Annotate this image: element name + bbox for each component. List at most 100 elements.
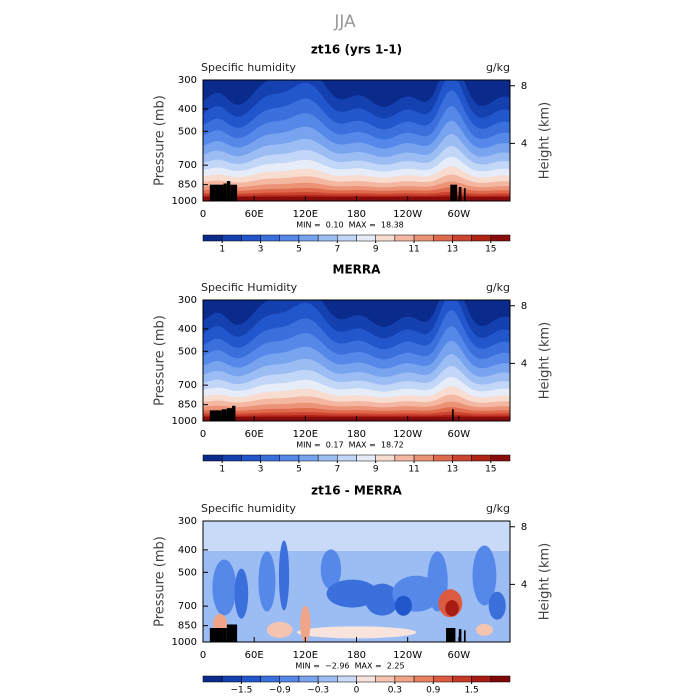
colorbar-box <box>298 675 319 683</box>
colorbar-box <box>471 234 492 242</box>
y-tick-label: 300 <box>178 295 197 306</box>
x-tick-label: 0 <box>200 429 206 440</box>
colorbar-label: −1.5 <box>230 686 252 696</box>
y2-tick-label: 4 <box>521 358 527 369</box>
x-tick-label: 0 <box>200 650 206 661</box>
field-blob <box>326 579 378 608</box>
colorbar-box <box>375 675 396 683</box>
colorbar-label: 9 <box>373 245 379 255</box>
x-tick-label: 120E <box>293 209 318 220</box>
colorbar-label: 11 <box>408 465 419 475</box>
x-tick-label: 120W <box>393 209 422 220</box>
field-blob <box>365 583 400 616</box>
colorbar-box <box>337 234 357 242</box>
colorbar-label: −0.3 <box>307 686 329 696</box>
field-blob <box>300 605 311 642</box>
colorbar-box <box>433 234 453 242</box>
y-tick-label: 850 <box>178 180 197 191</box>
right-label: g/kg <box>486 61 510 74</box>
y-tick-label: 850 <box>178 400 197 411</box>
field-blob <box>320 549 342 590</box>
field-blob <box>475 623 493 636</box>
colorbar-label: 15 <box>485 465 496 475</box>
colorbar-box <box>317 675 338 683</box>
topography <box>231 405 236 421</box>
colorbar-box <box>490 454 511 462</box>
y-tick-label: 400 <box>178 545 197 556</box>
x-tick-label: 60W <box>448 209 471 220</box>
topography <box>226 408 232 421</box>
x-tick-label: 60W <box>448 650 471 661</box>
suptitle: JJA <box>333 12 356 32</box>
colorbar-box <box>337 675 357 683</box>
colorbar-box <box>279 454 300 462</box>
colorbar-box <box>202 234 223 242</box>
y-axis-label: Pressure (mb) <box>153 536 168 627</box>
topography <box>450 184 458 201</box>
left-label: Specific Humidity <box>201 281 298 294</box>
left-label: Specific humidity <box>201 502 296 515</box>
x-tick-label: 180 <box>347 429 366 440</box>
y-tick-label: 300 <box>178 516 197 527</box>
topography <box>226 624 238 642</box>
field-blob <box>266 621 293 638</box>
stats: MIN = −2.96 MAX = 2.25 <box>295 662 404 671</box>
colorbar-label: 1 <box>219 465 225 475</box>
y-axis-label: Pressure (mb) <box>153 315 168 406</box>
colorbar-box <box>241 234 261 242</box>
colorbar-box <box>452 234 472 242</box>
field-blob <box>258 551 276 612</box>
field-blob <box>234 568 249 619</box>
colorbar-box <box>375 234 396 242</box>
colorbar-label: 15 <box>485 245 496 255</box>
colorbar-box <box>452 675 472 683</box>
colorbar-box <box>298 234 319 242</box>
y-tick-label: 1000 <box>172 416 197 427</box>
colorbar-label: 13 <box>447 245 458 255</box>
y-tick-label: 500 <box>178 346 197 357</box>
y2-tick-label: 8 <box>521 522 527 533</box>
x-tick-label: 180 <box>347 209 366 220</box>
colorbar-box <box>375 454 396 462</box>
colorbar-box <box>394 454 415 462</box>
colorbar-box <box>356 454 376 462</box>
topography <box>223 628 227 642</box>
colorbar-box <box>490 234 511 242</box>
colorbar-box <box>279 234 300 242</box>
colorbar-box <box>413 675 434 683</box>
field-blob <box>278 540 290 611</box>
colorbar-label: 1 <box>219 245 225 255</box>
colorbar-box <box>413 234 434 242</box>
colorbar-box <box>452 454 472 462</box>
field-top <box>203 521 510 551</box>
colorbar-label: 3 <box>258 465 264 475</box>
panel-title: zt16 - MERRA <box>311 484 402 498</box>
topography <box>458 187 462 201</box>
colorbar-box <box>471 454 492 462</box>
colorbar-label: 1.5 <box>464 686 478 696</box>
topography <box>209 410 222 421</box>
y-tick-label: 700 <box>178 380 197 391</box>
colorbar-label: 0 <box>354 686 360 696</box>
topography <box>230 184 238 201</box>
y-tick-label: 400 <box>178 324 197 335</box>
field-blob <box>296 626 417 639</box>
colorbar-box <box>202 675 223 683</box>
y-tick-label: 700 <box>178 601 197 612</box>
colorbar-label: 0.3 <box>388 686 402 696</box>
left-label: Specific humidity <box>201 61 296 74</box>
x-tick-label: 60E <box>245 650 264 661</box>
y2-tick-label: 8 <box>521 301 527 312</box>
stats: MIN = 0.10 MAX = 18.38 <box>296 221 404 230</box>
panel-title: zt16 (yrs 1-1) <box>311 43 402 57</box>
colorbar-box <box>337 454 357 462</box>
x-tick-label: 120W <box>393 650 422 661</box>
colorbar-label: 0.9 <box>426 686 441 696</box>
topography <box>209 628 224 642</box>
colorbar-box <box>260 234 280 242</box>
colorbar-box <box>433 675 453 683</box>
y-tick-label: 1000 <box>172 637 197 648</box>
colorbar-label: 5 <box>296 465 302 475</box>
colorbar-box <box>202 454 223 462</box>
